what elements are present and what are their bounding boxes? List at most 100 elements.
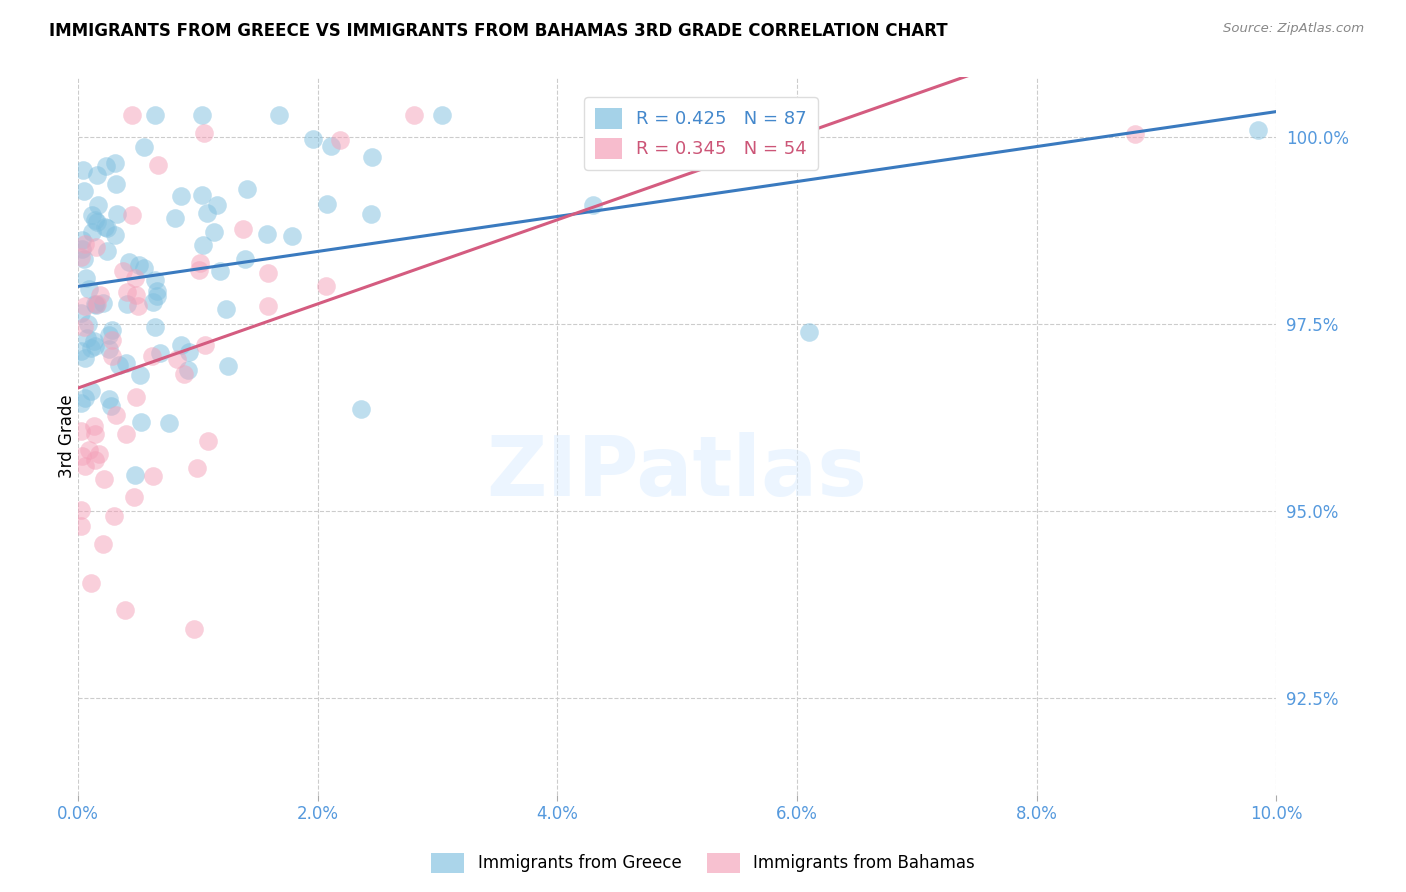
Point (73, 319, 96, 334)
Point (141, 469, 163, 483)
Point (269, 108, 291, 122)
Point (149, 346, 172, 360)
Point (208, 263, 231, 277)
Point (128, 258, 150, 272)
Point (582, 197, 605, 211)
Point (188, 256, 211, 270)
Point (70, 233, 93, 247)
Point (69, 306, 91, 320)
Point (205, 198, 228, 212)
Point (73, 391, 96, 405)
Point (281, 228, 304, 243)
Point (350, 402, 373, 417)
Point (96, 244, 118, 259)
Point (166, 351, 188, 366)
Point (132, 139, 155, 153)
Point (157, 416, 180, 430)
Point (142, 295, 165, 310)
Point (141, 350, 163, 364)
Point (143, 108, 166, 122)
Point (108, 359, 131, 373)
Point (105, 177, 128, 191)
Point (98, 392, 121, 406)
Point (84, 240, 107, 254)
Point (84, 213, 107, 227)
Point (76, 330, 98, 344)
Point (257, 299, 280, 313)
Point (124, 271, 146, 285)
Point (87, 198, 110, 212)
Point (128, 368, 150, 382)
Point (329, 133, 352, 147)
Point (146, 284, 169, 298)
Point (105, 408, 128, 422)
Point (73, 184, 96, 198)
Point (87, 446, 110, 460)
Point (115, 296, 138, 310)
Point (69, 503, 91, 517)
Point (97, 328, 120, 343)
Point (80, 384, 103, 399)
Point (191, 188, 214, 202)
Point (118, 255, 141, 269)
Point (70, 425, 93, 439)
Point (69, 250, 91, 264)
Point (79, 442, 101, 457)
Point (257, 267, 280, 281)
Point (232, 222, 254, 236)
Point (70, 449, 93, 463)
Point (86, 215, 108, 229)
Point (143, 319, 166, 334)
Point (103, 508, 125, 523)
Point (217, 359, 239, 373)
Point (360, 207, 382, 221)
Point (75, 459, 97, 474)
Point (315, 279, 337, 293)
Point (115, 285, 138, 299)
Point (170, 337, 193, 351)
Point (86, 297, 108, 311)
Point (187, 263, 209, 277)
Point (114, 356, 136, 370)
Point (125, 288, 148, 302)
Point (215, 301, 238, 316)
Point (121, 108, 143, 122)
Point (86, 298, 108, 312)
Point (233, 252, 256, 266)
Point (183, 623, 205, 637)
Point (127, 299, 149, 313)
Point (1123, 127, 1146, 141)
Point (101, 333, 124, 347)
Point (93, 219, 115, 234)
Point (77, 281, 100, 295)
Point (319, 139, 342, 153)
Point (91, 536, 114, 550)
Point (96, 221, 118, 235)
Point (93, 472, 115, 486)
Legend: R = 0.425   N = 87, R = 0.345   N = 54: R = 0.425 N = 87, R = 0.345 N = 54 (583, 97, 818, 169)
Point (97, 342, 120, 356)
Point (80, 342, 103, 356)
Point (430, 108, 453, 122)
Point (70, 395, 93, 409)
Point (194, 338, 217, 352)
Point (89, 288, 111, 302)
Point (173, 367, 195, 381)
Point (77, 318, 100, 332)
Point (70, 242, 93, 256)
Point (143, 272, 166, 286)
Point (101, 323, 124, 337)
Point (361, 150, 384, 164)
Point (83, 334, 105, 348)
Point (124, 467, 146, 482)
Point (82, 225, 104, 239)
Point (134, 261, 156, 276)
Point (86, 168, 108, 182)
Point (73, 351, 96, 365)
Point (82, 208, 104, 222)
Point (84, 296, 107, 310)
Point (193, 126, 215, 140)
Point (91, 295, 114, 310)
Point (94, 160, 117, 174)
Point (104, 228, 127, 243)
